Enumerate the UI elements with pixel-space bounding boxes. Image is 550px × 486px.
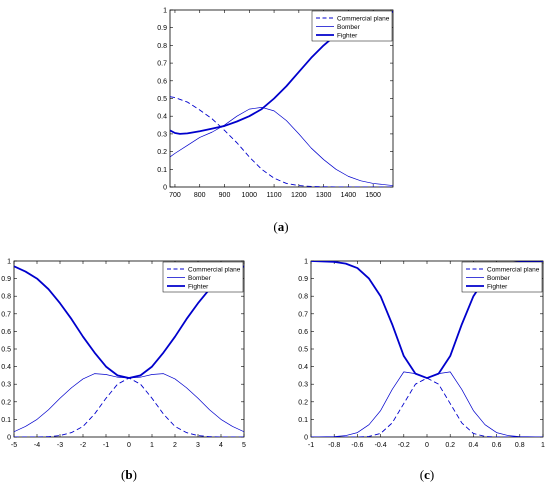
y-tick-label: 0.3 xyxy=(298,382,308,389)
legend-label: Fighter xyxy=(188,283,209,290)
y-tick-label: 0.2 xyxy=(157,149,167,156)
y-tick-label: 0.6 xyxy=(1,329,11,336)
x-tick-label: -0.2 xyxy=(398,442,410,449)
subfigure-caption: (c) xyxy=(420,467,434,482)
x-tick-label: 0.8 xyxy=(515,442,525,449)
y-tick-label: 0.1 xyxy=(298,417,308,424)
x-tick-label: 4 xyxy=(219,442,223,449)
y-tick-label: 0.8 xyxy=(157,43,167,50)
y-tick-label: 0.9 xyxy=(298,276,308,283)
x-tick-label: -1 xyxy=(308,442,314,449)
x-tick-label: -0.4 xyxy=(375,442,387,449)
y-tick-label: 0.8 xyxy=(1,294,11,301)
chart-a: 0 0.1 0.2 0.3 0.4 0.5 0.6 0.7 0.8 0.9 1 700 800 900 10… xyxy=(157,8,394,234)
caption-open-paren: ( xyxy=(420,467,424,482)
x-tick-label: 5 xyxy=(242,442,246,449)
y-tick-label: 0.6 xyxy=(298,329,308,336)
subfigure-caption: (a) xyxy=(273,219,288,234)
x-tick-label: -4 xyxy=(34,442,40,449)
y-tick-label: 1 xyxy=(304,259,308,266)
legend-label: Fighter xyxy=(487,283,508,290)
x-tick-label: 800 xyxy=(194,192,206,199)
x-tick-label: 0 xyxy=(127,442,131,449)
x-tick-label: -1 xyxy=(103,442,109,449)
legend-label: Bomber xyxy=(487,275,511,282)
x-tick-label: 1500 xyxy=(365,192,381,199)
x-tick-label: 1 xyxy=(541,442,545,449)
chart-c: 0 0.1 0.2 0.3 0.4 0.5 0.6 0.7 0.8 0.9 1 -1 -0.8 -0.6 -… xyxy=(298,259,545,483)
x-tick-label: -3 xyxy=(57,442,63,449)
y-tick-label: 0.3 xyxy=(1,382,11,389)
caption-close-paren: ) xyxy=(284,219,288,234)
series-line-commercial-plane xyxy=(170,96,393,187)
x-tick-label: 1100 xyxy=(267,192,282,199)
y-tick-label: 0.7 xyxy=(1,311,11,318)
y-tick-label: 0.3 xyxy=(157,131,167,138)
y-tick-label: 0.4 xyxy=(157,114,167,121)
x-tick-label: -0.6 xyxy=(351,442,363,449)
caption-open-paren: ( xyxy=(273,219,277,234)
x-tick-label: 0.2 xyxy=(445,442,455,449)
x-tick-label: 1200 xyxy=(291,192,307,199)
legend-label: Bomber xyxy=(188,275,212,282)
y-tick-label: 0.9 xyxy=(1,276,11,283)
y-tick-label: 0.7 xyxy=(298,311,308,318)
y-tick-label: 0.5 xyxy=(157,96,167,103)
x-tick-label: 3 xyxy=(196,442,200,449)
caption-close-paren: ) xyxy=(430,467,434,482)
y-tick-label: 0.4 xyxy=(1,364,11,371)
caption-letter: a xyxy=(278,219,285,234)
x-tick-label: 0.6 xyxy=(492,442,502,449)
x-tick-label: 2 xyxy=(173,442,177,449)
x-tick-label: -2 xyxy=(80,442,86,449)
caption-open-paren: ( xyxy=(121,467,125,482)
y-tick-label: 1 xyxy=(7,259,11,266)
y-tick-label: 0.2 xyxy=(1,399,11,406)
y-tick-label: 0.4 xyxy=(298,364,308,371)
x-tick-label: 1000 xyxy=(241,192,257,199)
y-tick-label: 0.8 xyxy=(298,294,308,301)
x-tick-label: -5 xyxy=(11,442,17,449)
y-tick-label: 0 xyxy=(304,435,308,442)
caption-letter: b xyxy=(125,467,132,482)
series-line-commercial-plane xyxy=(311,377,543,437)
series-line-fighter xyxy=(14,265,244,379)
legend-label: Commercial plane xyxy=(337,15,390,22)
x-tick-label: 1400 xyxy=(341,192,357,199)
y-tick-label: 0.9 xyxy=(157,25,167,32)
y-tick-label: 1 xyxy=(163,8,167,15)
legend-label: Commercial plane xyxy=(188,266,241,273)
y-tick-label: 0.1 xyxy=(157,167,167,174)
caption-close-paren: ) xyxy=(133,467,137,482)
y-tick-label: 0.5 xyxy=(1,347,11,354)
y-tick-label: 0 xyxy=(7,435,11,442)
x-tick-label: -0.8 xyxy=(328,442,340,449)
legend-label: Fighter xyxy=(337,32,358,39)
legend-box xyxy=(162,261,244,293)
x-tick-label: 0 xyxy=(425,442,429,449)
y-tick-label: 0 xyxy=(163,185,167,192)
y-tick-label: 0.7 xyxy=(157,61,167,68)
subfigure-caption: (b) xyxy=(121,467,137,482)
y-tick-label: 0.2 xyxy=(298,399,308,406)
x-tick-label: 900 xyxy=(219,192,231,199)
y-tick-label: 0.5 xyxy=(298,347,308,354)
caption-letter: c xyxy=(424,467,430,482)
x-tick-label: 0.4 xyxy=(469,442,479,449)
x-tick-label: 1300 xyxy=(316,192,332,199)
x-tick-label: 1 xyxy=(150,442,154,449)
chart-b: 0 0.1 0.2 0.3 0.4 0.5 0.6 0.7 0.8 0.9 1 -5 -4 -3 -2 -1 0… xyxy=(1,259,246,483)
legend-box xyxy=(311,10,393,42)
y-tick-label: 0.1 xyxy=(1,417,11,424)
y-tick-label: 0.6 xyxy=(157,78,167,85)
x-tick-label: 700 xyxy=(169,192,181,199)
legend-label: Commercial plane xyxy=(487,266,540,273)
legend-box xyxy=(461,261,543,293)
legend-label: Bomber xyxy=(337,24,361,31)
series-line-bomber xyxy=(170,107,393,186)
